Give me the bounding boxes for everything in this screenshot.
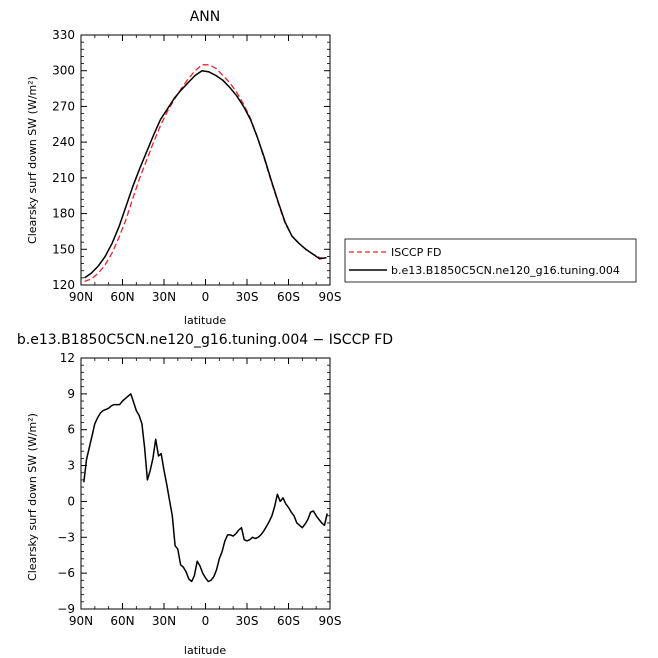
bottom-x-tick-label: 30N — [152, 614, 176, 628]
bottom-y-tick-label: 3 — [67, 459, 75, 473]
bottom-x-tick-label: 90N — [69, 614, 93, 628]
top-x-axis-label: latitude — [184, 314, 226, 327]
bottom-x-axis-label: latitude — [184, 644, 226, 657]
bottom-x-tick-label: 60N — [110, 614, 134, 628]
top-y-tick-label: 300 — [52, 64, 75, 78]
bottom-series-line-0 — [83, 393, 328, 583]
bottom-y-tick-label: −9 — [57, 602, 75, 616]
top-x-tick-label: 90N — [69, 290, 93, 304]
top-series-line-0 — [84, 64, 327, 283]
top-y-axis-label: Clearsky surf down SW (W/m²) — [26, 76, 39, 244]
top-y-tick-label: 150 — [52, 242, 75, 256]
top-y-tick-label: 240 — [52, 135, 75, 149]
top-x-tick-label: 30S — [236, 290, 259, 304]
top-y-tick-label: 270 — [52, 99, 75, 113]
bottom-y-tick-label: 12 — [60, 351, 75, 365]
top-x-tick-label: 90S — [319, 290, 342, 304]
legend: ISCCP FD b.e13.B1850C5CN.ne120_g16.tunin… — [344, 238, 637, 283]
bottom-x-tick-label: 30S — [236, 614, 259, 628]
bottom-y-tick-label: 6 — [67, 423, 75, 437]
legend-label-model-run: b.e13.B1850C5CN.ne120_g16.tuning.004 — [391, 264, 620, 277]
top-x-tick-label: 30N — [152, 290, 176, 304]
bottom-y-tick-label: 9 — [67, 387, 75, 401]
top-chart-title: ANN — [190, 9, 221, 25]
legend-label-isccp-fd: ISCCP FD — [391, 246, 442, 259]
bottom-y-axis-label: Clearsky surf down SW (W/m²) — [26, 413, 39, 581]
top-series-line-1 — [84, 69, 327, 279]
bottom-y-tick-label: 0 — [67, 494, 75, 508]
top-y-tick-label: 210 — [52, 171, 75, 185]
legend-box — [344, 238, 637, 283]
bottom-y-tick-label: −3 — [57, 530, 75, 544]
top-x-tick-label: 0 — [202, 290, 210, 304]
top-y-tick-label: 180 — [52, 207, 75, 221]
top-x-tick-label: 60S — [277, 290, 300, 304]
top-y-tick-label: 330 — [52, 28, 75, 42]
top-x-tick-label: 60N — [110, 290, 134, 304]
bottom-y-tick-label: −6 — [57, 566, 75, 580]
bottom-x-tick-label: 0 — [202, 614, 210, 628]
bottom-x-tick-label: 60S — [277, 614, 300, 628]
bottom-x-tick-label: 90S — [319, 614, 342, 628]
bottom-chart-title: b.e13.B1850C5CN.ne120_g16.tuning.004 − I… — [17, 332, 393, 348]
top-panel: ANN Clearsky surf down SW (W/m²) 90N 60N 3… — [26, 9, 637, 327]
top-y-tick-label: 120 — [52, 278, 75, 292]
top-plot-area: 90N 60N 30N 0 30S 60S 90S 120 150 180 210 240 270 300… — [52, 28, 341, 304]
bottom-panel: b.e13.B1850C5CN.ne120_g16.tuning.004 − I… — [17, 332, 393, 657]
bottom-plot-area: 90N 60N 30N 0 30S 60S 90S −9 −6 −3 0 3 6 9 12 — [57, 351, 341, 628]
